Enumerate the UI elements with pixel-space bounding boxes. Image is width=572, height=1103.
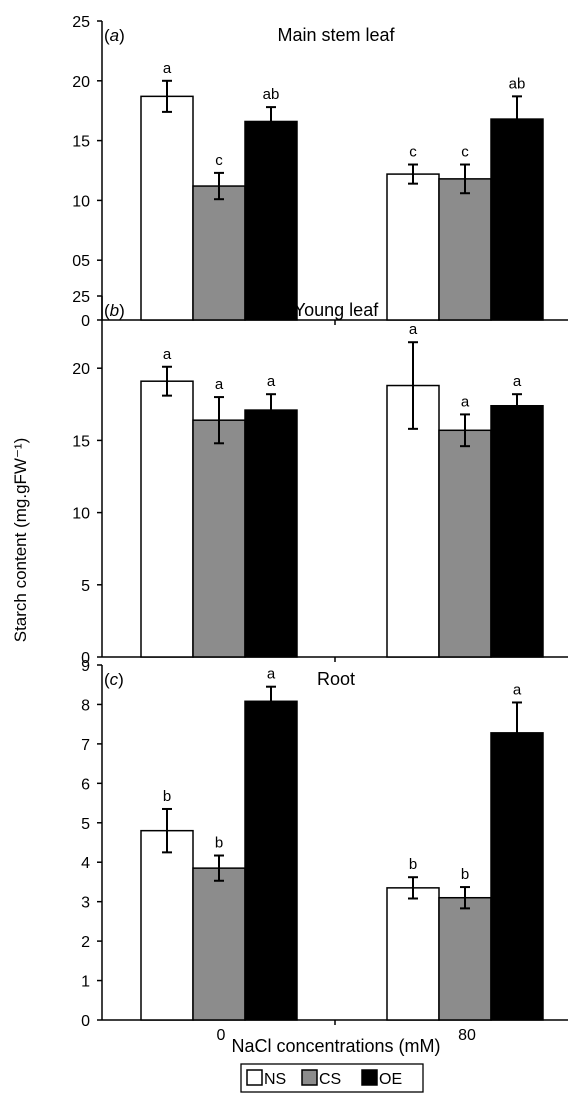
panel-title: Root xyxy=(317,669,355,689)
bar-oe-80 xyxy=(490,732,544,1021)
panel-label: (c) xyxy=(104,670,124,689)
y-tick-label: 3 xyxy=(81,895,90,912)
bar-cs-0 xyxy=(192,419,246,658)
bar-ns-80 xyxy=(386,173,440,321)
significance-letter: a xyxy=(215,376,224,393)
y-tick-label: 25 xyxy=(72,289,90,306)
y-tick-label: 4 xyxy=(81,855,90,872)
significance-letter: a xyxy=(163,60,172,77)
bar-ns-80 xyxy=(386,887,440,1021)
y-tick-label: 7 xyxy=(81,737,90,754)
y-tick-label: 10 xyxy=(72,506,90,523)
y-tick-label: 15 xyxy=(72,433,90,450)
y-tick-label: 5 xyxy=(81,816,90,833)
significance-letter: a xyxy=(461,393,470,410)
y-tick-label: 9 xyxy=(81,658,90,675)
bar-oe-0 xyxy=(244,120,298,321)
bar-cs-80 xyxy=(438,429,492,658)
bar-oe-80 xyxy=(490,118,544,321)
bar-cs-80 xyxy=(438,178,492,321)
bar-oe-80 xyxy=(490,404,544,658)
significance-letter: b xyxy=(409,856,417,873)
significance-letter: a xyxy=(513,681,522,698)
bar-cs-80 xyxy=(438,896,492,1021)
y-tick-label: 25 xyxy=(72,14,90,31)
bar-ns-80 xyxy=(386,384,440,658)
y-tick-label: 10 xyxy=(72,193,90,210)
legend-box xyxy=(240,1063,424,1093)
bar-oe-0 xyxy=(244,700,298,1021)
panel-title: Young leaf xyxy=(294,300,379,320)
y-tick-label: 05 xyxy=(72,253,90,270)
significance-letter: b xyxy=(163,788,171,805)
y-tick-label: 20 xyxy=(72,361,90,378)
significance-letter: ab xyxy=(509,75,526,92)
y-tick-label: 20 xyxy=(72,74,90,91)
x-tick-label: 0 xyxy=(217,1027,226,1044)
significance-letter: b xyxy=(461,866,469,883)
y-tick-label: 6 xyxy=(81,776,90,793)
significance-letter: b xyxy=(215,835,223,852)
legend-label-oe: OE xyxy=(379,1071,402,1088)
bar-ns-0 xyxy=(140,95,194,321)
y-tick-label: 15 xyxy=(72,134,90,151)
bar-oe-0 xyxy=(244,409,298,658)
y-tick-label: 0 xyxy=(81,1013,90,1030)
panel-label: (b) xyxy=(104,301,125,320)
bar-cs-0 xyxy=(192,867,246,1021)
panel-b: 0 5 10 15 20 25 a a a a a a (b) Young leaf xyxy=(72,289,568,667)
panel-title: Main stem leaf xyxy=(277,25,395,45)
bar-ns-0 xyxy=(140,829,194,1021)
legend: NS CS OE xyxy=(240,1063,424,1093)
y-tick-label: 1 xyxy=(81,974,90,991)
significance-letter: c xyxy=(461,144,469,161)
y-tick-label: 0 xyxy=(81,313,90,330)
panel-label: (a) xyxy=(104,26,125,45)
significance-letter: c xyxy=(409,144,417,161)
y-tick-label: 8 xyxy=(81,697,90,714)
y-tick-label: 2 xyxy=(81,934,90,951)
panel-c: 0 1 2 3 4 5 6 7 8 9 b b b b a a (c) Root xyxy=(81,658,568,1030)
significance-letter: a xyxy=(267,373,276,390)
y-axis-label: Starch content (mg.gFW⁻¹) xyxy=(11,438,30,643)
bar-ns-0 xyxy=(140,380,194,658)
legend-swatch-ns xyxy=(246,1069,263,1086)
significance-letter: a xyxy=(163,346,172,363)
x-axis-label: NaCl concentrations (mM) xyxy=(231,1036,440,1056)
x-tick-label: 80 xyxy=(458,1027,476,1044)
significance-letter: a xyxy=(409,321,418,338)
legend-label-ns: NS xyxy=(264,1071,286,1088)
significance-letter: a xyxy=(513,373,522,390)
significance-letter: a xyxy=(267,666,276,683)
bar-cs-0 xyxy=(192,185,246,321)
legend-swatch-oe xyxy=(361,1069,378,1086)
panel-a: 0 05 10 15 20 25 a c c c ab ab (a) Main stem leaf xyxy=(72,14,568,330)
significance-letter: c xyxy=(215,152,223,169)
y-tick-label: 0 xyxy=(81,650,90,667)
y-tick-label: 5 xyxy=(81,578,90,595)
significance-letter: ab xyxy=(263,86,280,103)
legend-swatch-cs xyxy=(301,1069,318,1086)
legend-label-cs: CS xyxy=(319,1071,341,1088)
